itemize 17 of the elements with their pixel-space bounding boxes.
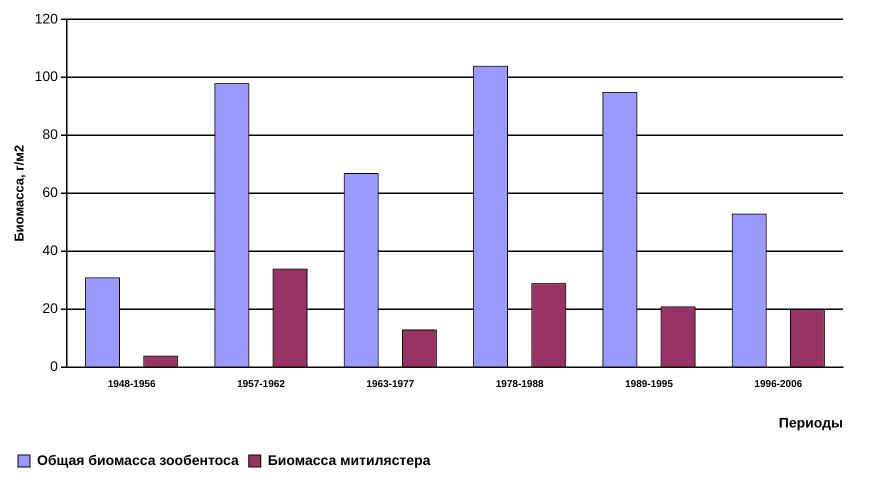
x-tick-label: 1963-1977: [366, 378, 415, 390]
y-axis-title: Биомасса, г/м2: [11, 144, 26, 242]
x-axis-title: Периоды: [778, 414, 843, 430]
legend-label: Биомасса митилястера: [268, 452, 431, 468]
y-tick-label: 0: [50, 358, 58, 374]
x-tick-label: 1989-1995: [625, 378, 674, 390]
y-tick-label: 60: [42, 184, 58, 200]
y-tick-label: 20: [42, 300, 58, 316]
legend-label: Общая биомасса зообентоса: [37, 452, 239, 468]
x-tick-label: 1978-1988: [496, 378, 544, 390]
x-tick-label: 1957-1962: [237, 378, 286, 390]
y-tick-label: 40: [42, 242, 58, 258]
x-tick-label: 1996-2006: [754, 378, 803, 390]
y-tick-label: 120: [34, 10, 58, 26]
x-tick-label: 1948-1956: [108, 378, 156, 390]
y-tick-label: 100: [34, 68, 58, 84]
y-tick-label: 80: [42, 126, 58, 142]
